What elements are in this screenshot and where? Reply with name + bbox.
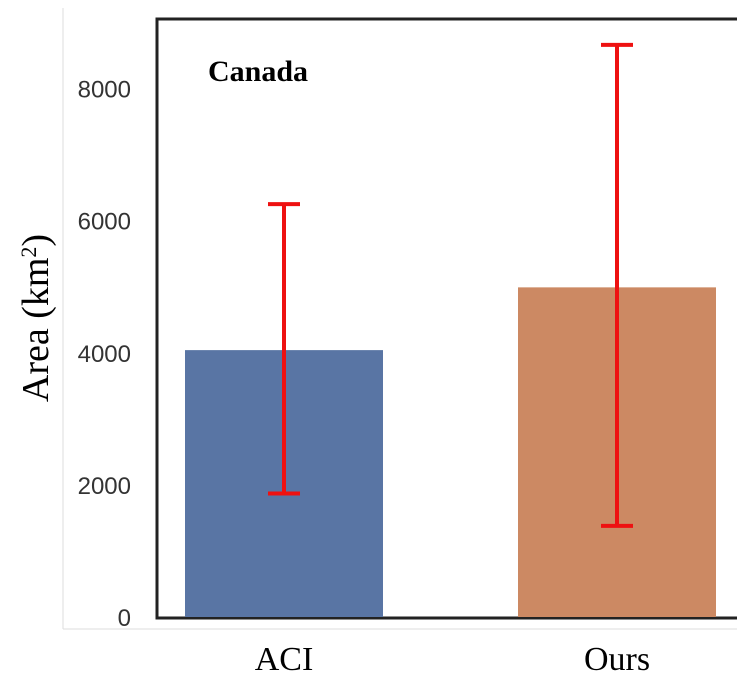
- chart-title: Canada: [208, 55, 308, 88]
- y-tick-label: 6000: [78, 209, 131, 236]
- y-axis-label-close: ): [15, 234, 57, 247]
- y-tick-labels: 0 2000 4000 6000 8000: [78, 77, 131, 632]
- y-axis-label: Area (km2): [15, 234, 57, 402]
- x-category-labels: ACI Ours: [255, 641, 650, 678]
- y-axis-label-text: Area (km: [15, 258, 57, 403]
- error-bar-aci: [268, 202, 300, 496]
- error-bar-ours: [601, 42, 633, 528]
- y-axis-label-superscript: 2: [16, 247, 41, 258]
- error-bars-group: [268, 42, 633, 528]
- x-tick-label-ours: Ours: [584, 641, 650, 678]
- bars-group: [185, 287, 716, 617]
- y-tick-label: 2000: [78, 473, 131, 500]
- y-tick-label: 0: [118, 605, 131, 632]
- plot-frame: [155, 17, 737, 620]
- x-tick-label-aci: ACI: [255, 641, 314, 678]
- y-tick-label: 4000: [78, 341, 131, 368]
- y-tick-label: 8000: [78, 77, 131, 104]
